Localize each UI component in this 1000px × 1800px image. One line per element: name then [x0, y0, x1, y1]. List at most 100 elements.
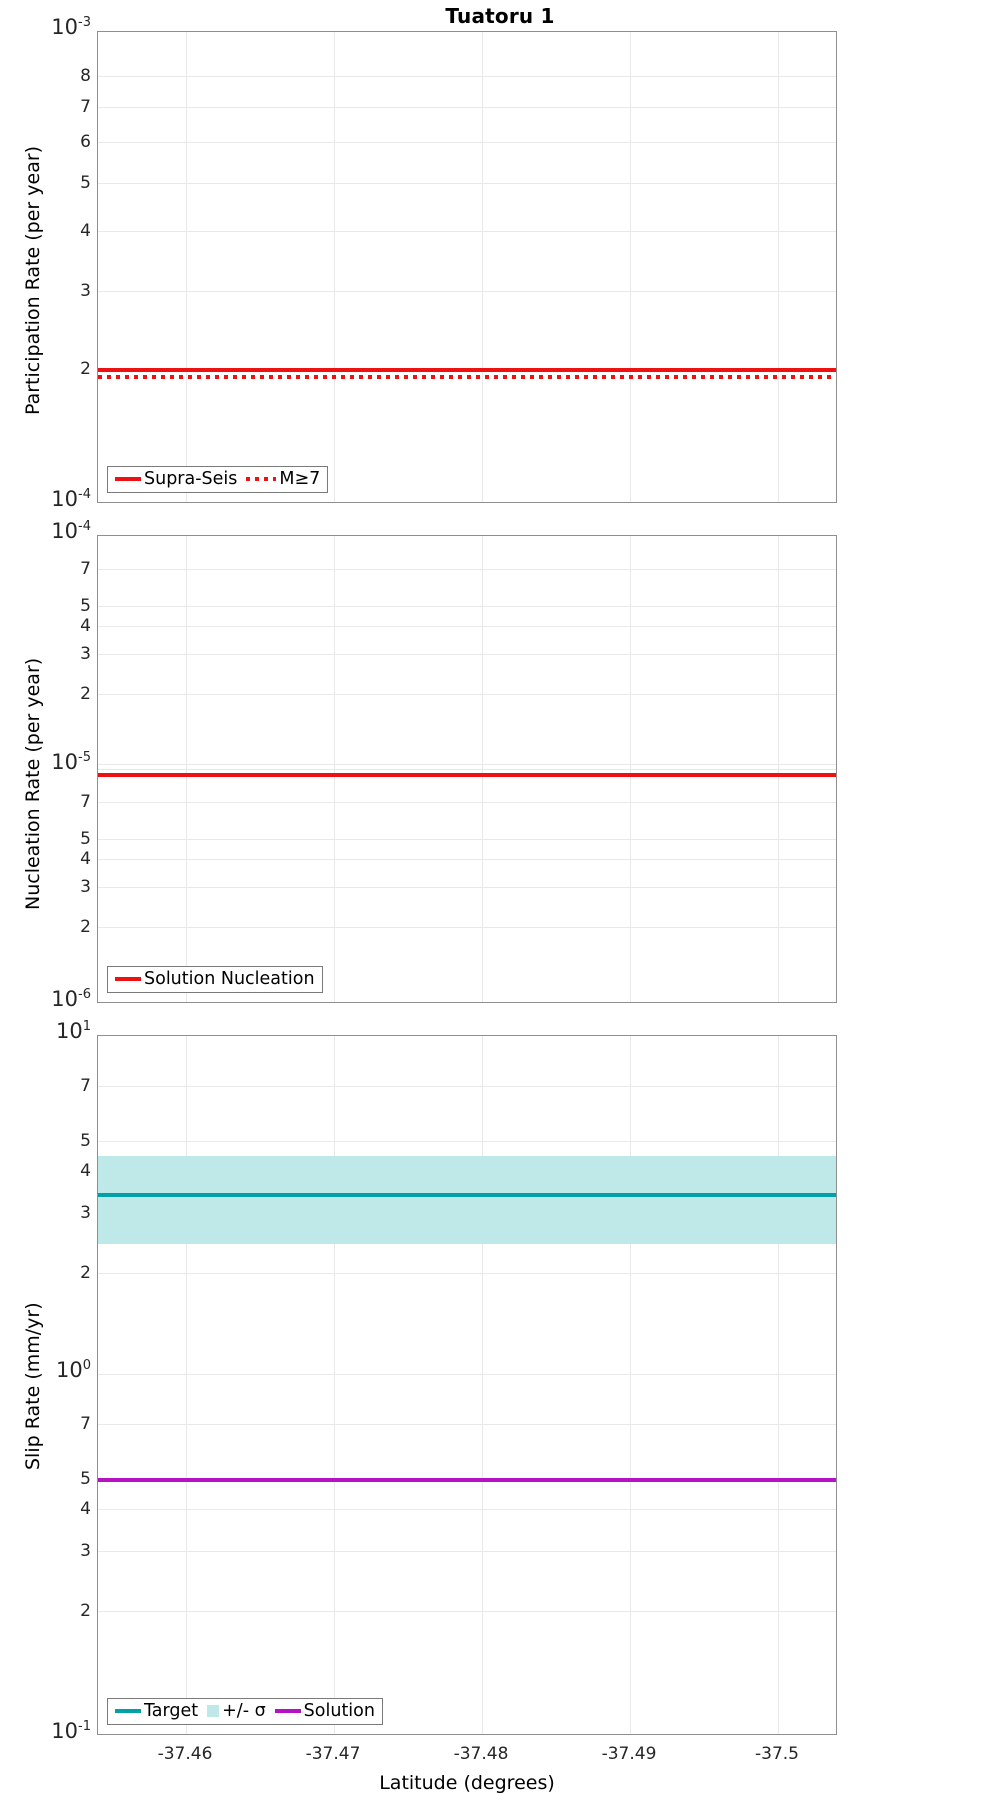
ytick: 4	[80, 1161, 91, 1181]
ytick-major-top: 101	[17, 1020, 91, 1042]
panel-nucleation-rate: 10-4 7 5 4 3 2 10-5 7 5 4 3 2 10-6 Solut…	[51, 520, 837, 1010]
panel-participation-rate: 10-3 8 7 6 5 4 3 2 10-4 Supra-Seis M≥7	[51, 16, 837, 510]
gridline	[334, 1036, 335, 1734]
ylabel-participation-rate: Participation Rate (per year)	[22, 145, 44, 415]
ytick: 5	[80, 596, 91, 616]
ytick: 2	[80, 359, 91, 379]
gridline	[630, 1036, 631, 1734]
gridline	[98, 107, 836, 108]
gridline	[98, 1424, 836, 1425]
xtick: -37.48	[453, 1744, 509, 1764]
ytick-exponent: -1	[78, 1719, 91, 1734]
gridline	[482, 536, 483, 1002]
ytick: 7	[80, 559, 91, 579]
ytick-major-top: 10-3	[17, 15, 91, 39]
legend-entry-supra-seis: Supra-Seis	[115, 470, 237, 489]
ytick-major-mid: 100	[17, 1358, 91, 1382]
gridline	[186, 32, 187, 502]
legend-panel-slip-rate: Target +/- σ Solution	[107, 1697, 383, 1725]
gridline	[98, 1509, 836, 1510]
legend-panel-nucleation: Solution Nucleation	[107, 965, 323, 993]
line-swatch-icon	[115, 1709, 141, 1714]
ytick-mantissa: 10	[51, 750, 79, 774]
gridline	[98, 764, 836, 765]
legend-entry-solution-nucleation: Solution Nucleation	[115, 968, 315, 989]
ytick-major-bottom: 10-1	[17, 1719, 91, 1743]
ytick-mantissa: 10	[51, 1719, 79, 1743]
gridline	[186, 1036, 187, 1734]
gridline	[98, 626, 836, 627]
ytick: 3	[80, 877, 91, 897]
xlabel-latitude: Latitude (degrees)	[379, 1772, 555, 1794]
gridline	[98, 569, 836, 570]
ytick: 3	[80, 1541, 91, 1561]
gridline	[98, 142, 836, 143]
gridline	[98, 654, 836, 655]
gridline	[778, 32, 779, 502]
gridline	[630, 536, 631, 1002]
ytick: 7	[80, 1414, 91, 1434]
gridline	[98, 927, 836, 928]
ytick-mantissa: 10	[51, 987, 79, 1011]
ytick-major-bottom: 10-4	[17, 487, 91, 511]
ytick-mantissa: 10	[55, 1358, 83, 1382]
ytick: 8	[80, 66, 91, 86]
gridline	[98, 231, 836, 232]
gridline	[482, 1036, 483, 1734]
gridline	[98, 859, 836, 860]
ytick: 2	[80, 917, 91, 937]
ylabel-slip-rate: Slip Rate (mm/yr)	[22, 1302, 44, 1470]
gridline	[98, 1611, 836, 1612]
ytick: 7	[80, 1076, 91, 1096]
gridline	[98, 606, 836, 607]
ytick: 7	[80, 792, 91, 812]
ytick-exponent: -5	[78, 750, 91, 765]
ytick: 4	[80, 221, 91, 241]
gridline	[778, 1036, 779, 1734]
legend-label: Solution	[303, 1700, 375, 1721]
gridline	[98, 839, 836, 840]
line-swatch-icon	[115, 977, 141, 982]
gridline	[98, 694, 836, 695]
panel-slip-rate: 101 7 5 4 3 2 100 7 5 4 3 2 10-1 Target	[51, 1020, 837, 1742]
dotted-line-swatch-icon	[246, 477, 277, 482]
ytick: 5	[80, 173, 91, 193]
xtick: -37.47	[305, 1744, 361, 1764]
ytick: 4	[80, 849, 91, 869]
data-line-solution	[98, 1478, 836, 1482]
ytick-exponent: -4	[78, 487, 91, 502]
patch-swatch-icon	[207, 1705, 220, 1718]
ytick-mantissa: 10	[51, 519, 79, 543]
legend-label: M≥7	[279, 468, 321, 489]
ytick-exponent: -6	[78, 987, 91, 1002]
ytick: 2	[80, 1263, 91, 1283]
gridline	[482, 32, 483, 502]
ytick-mantissa: 10	[51, 15, 79, 39]
ytick-exponent: -4	[78, 519, 91, 534]
ytick: 4	[80, 1499, 91, 1519]
gridline	[334, 32, 335, 502]
ytick-major-mid: 10-5	[17, 750, 91, 774]
gridline	[98, 1551, 836, 1552]
gridline	[98, 802, 836, 803]
gridline	[98, 769, 836, 770]
legend-entry-m-ge-7: M≥7	[246, 468, 321, 489]
ytick-exponent: 0	[82, 1358, 91, 1373]
ytick: 3	[80, 281, 91, 301]
xtick: -37.46	[157, 1744, 213, 1764]
gridline	[778, 536, 779, 1002]
axes-slip-rate	[97, 1035, 837, 1735]
xtick: -37.5	[755, 1744, 799, 1764]
ytick: 6	[80, 132, 91, 152]
legend-label: Solution Nucleation	[144, 968, 315, 989]
gridline	[630, 32, 631, 502]
data-line-target	[98, 1193, 836, 1197]
gridline	[98, 1086, 836, 1087]
legend-label: +/- σ	[222, 1700, 266, 1721]
legend-entry-sigma: +/- σ	[207, 1700, 266, 1721]
gridline	[98, 1141, 836, 1142]
data-line-m-ge-7	[98, 375, 836, 379]
gridline	[98, 76, 836, 77]
legend-label: Target	[144, 1700, 199, 1721]
ytick-mantissa: 10	[51, 487, 79, 511]
